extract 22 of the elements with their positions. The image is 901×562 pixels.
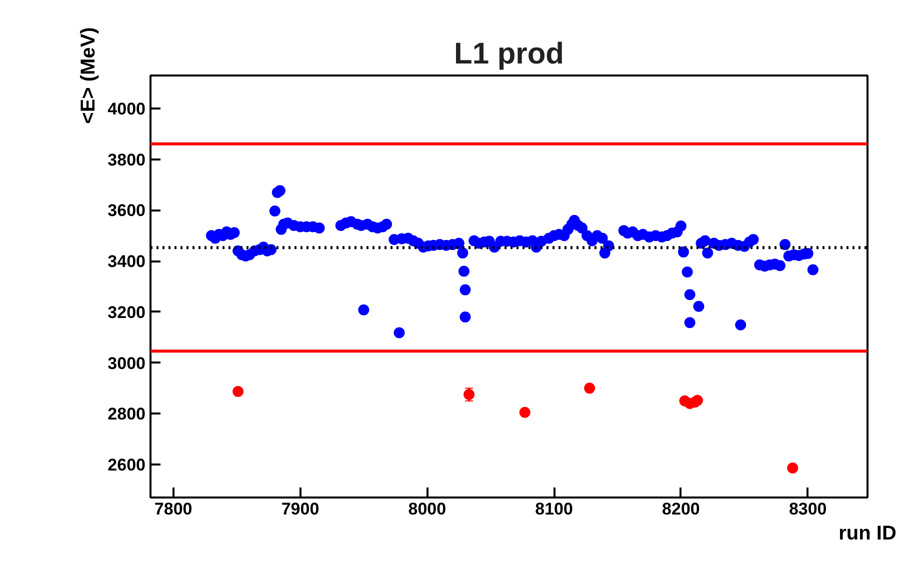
x-tick-label: 8300 xyxy=(788,500,827,518)
point xyxy=(692,394,703,406)
y-tick-label: 3000 xyxy=(108,354,146,373)
chart-title: L1 prod xyxy=(454,38,564,70)
y-tick-label: 3800 xyxy=(108,150,146,170)
y-tick-label: 2800 xyxy=(108,404,146,424)
x-tick-label: 7900 xyxy=(281,500,320,518)
x-tick-label: 8000 xyxy=(408,500,446,518)
x-tick-label: 8200 xyxy=(662,500,700,518)
y-tick-label: 3400 xyxy=(108,252,146,272)
y-tick-label: 3200 xyxy=(108,302,146,322)
x-tick-label: 8100 xyxy=(535,500,573,518)
y-axis-title: <E> (MeV) xyxy=(78,27,100,124)
point xyxy=(584,382,596,394)
point xyxy=(519,406,530,418)
x-tick-label: 7800 xyxy=(154,500,192,518)
y-tick-label: 3600 xyxy=(108,201,146,220)
point xyxy=(787,462,798,474)
y-tick-label: 2600 xyxy=(108,455,146,474)
point xyxy=(232,386,244,397)
y-tick-label: 4000 xyxy=(108,100,146,119)
x-axis-title: run ID xyxy=(838,522,896,544)
